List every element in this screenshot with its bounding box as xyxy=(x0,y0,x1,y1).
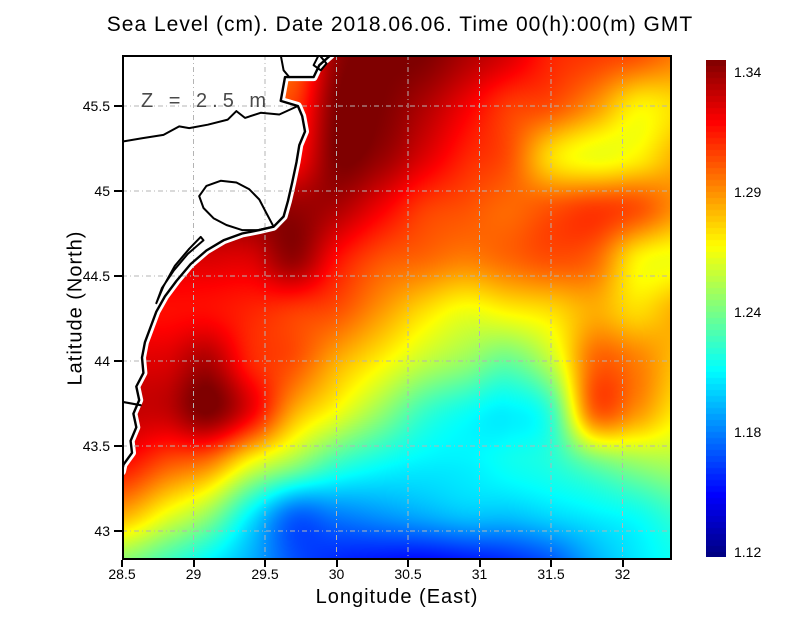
x-tick-mark xyxy=(550,560,552,567)
x-tick-mark xyxy=(478,560,481,567)
colorbar-tick-label: 1.18 xyxy=(734,424,762,440)
y-tick-mark xyxy=(114,530,122,532)
colorbar-tick-label: 1.34 xyxy=(734,64,762,80)
map-overlay xyxy=(122,55,672,560)
colorbar-tick-label: 1.29 xyxy=(734,184,762,200)
y-tick-label: 45.5 xyxy=(82,98,110,114)
delta-island-line xyxy=(279,55,291,79)
x-tick-mark xyxy=(621,560,624,567)
plot-frame xyxy=(122,55,672,560)
colorbar-tick-label: 1.24 xyxy=(734,304,762,320)
colorbar-tick-label: 1.12 xyxy=(734,544,762,560)
plot-area: Z = 2.5 m xyxy=(122,55,672,560)
colorbar xyxy=(706,60,726,557)
coastal-spit-line xyxy=(122,400,142,407)
x-tick-label: 29 xyxy=(185,566,202,582)
x-tick-label: 31.5 xyxy=(537,566,565,582)
coastline xyxy=(122,55,333,473)
x-tick-mark xyxy=(264,560,266,567)
x-tick-mark xyxy=(335,560,338,567)
x-tick-label: 31 xyxy=(471,566,488,582)
y-tick-label: 43 xyxy=(94,523,110,539)
delta-island-line xyxy=(312,55,328,72)
y-axis-label-text: Latitude (North) xyxy=(64,230,87,386)
y-tick-label: 45 xyxy=(94,183,110,199)
x-tick-label: 30.5 xyxy=(394,566,422,582)
lagoon-outline-small xyxy=(155,235,205,305)
danube-shore-line xyxy=(122,105,299,143)
y-tick-mark xyxy=(114,105,122,107)
y-tick-mark xyxy=(114,190,122,192)
depth-annotation: Z = 2.5 m xyxy=(141,90,272,112)
y-tick-label: 43.5 xyxy=(82,438,110,454)
x-axis-label: Longitude (East) xyxy=(315,586,479,608)
x-tick-mark xyxy=(192,560,195,567)
x-tick-label: 29.5 xyxy=(251,566,279,582)
y-tick-mark xyxy=(114,360,122,362)
x-tick-mark xyxy=(407,560,409,567)
x-tick-label: 28.5 xyxy=(108,566,136,582)
y-tick-mark xyxy=(114,275,122,277)
y-tick-mark xyxy=(114,445,122,447)
x-tick-label: 30 xyxy=(328,566,345,582)
x-tick-label: 32 xyxy=(614,566,631,582)
chart-title: Sea Level (cm). Date 2018.06.06. Time 00… xyxy=(106,13,694,36)
x-tick-mark xyxy=(121,560,123,567)
lagoon-outline xyxy=(198,179,275,232)
land-mask xyxy=(122,55,331,472)
